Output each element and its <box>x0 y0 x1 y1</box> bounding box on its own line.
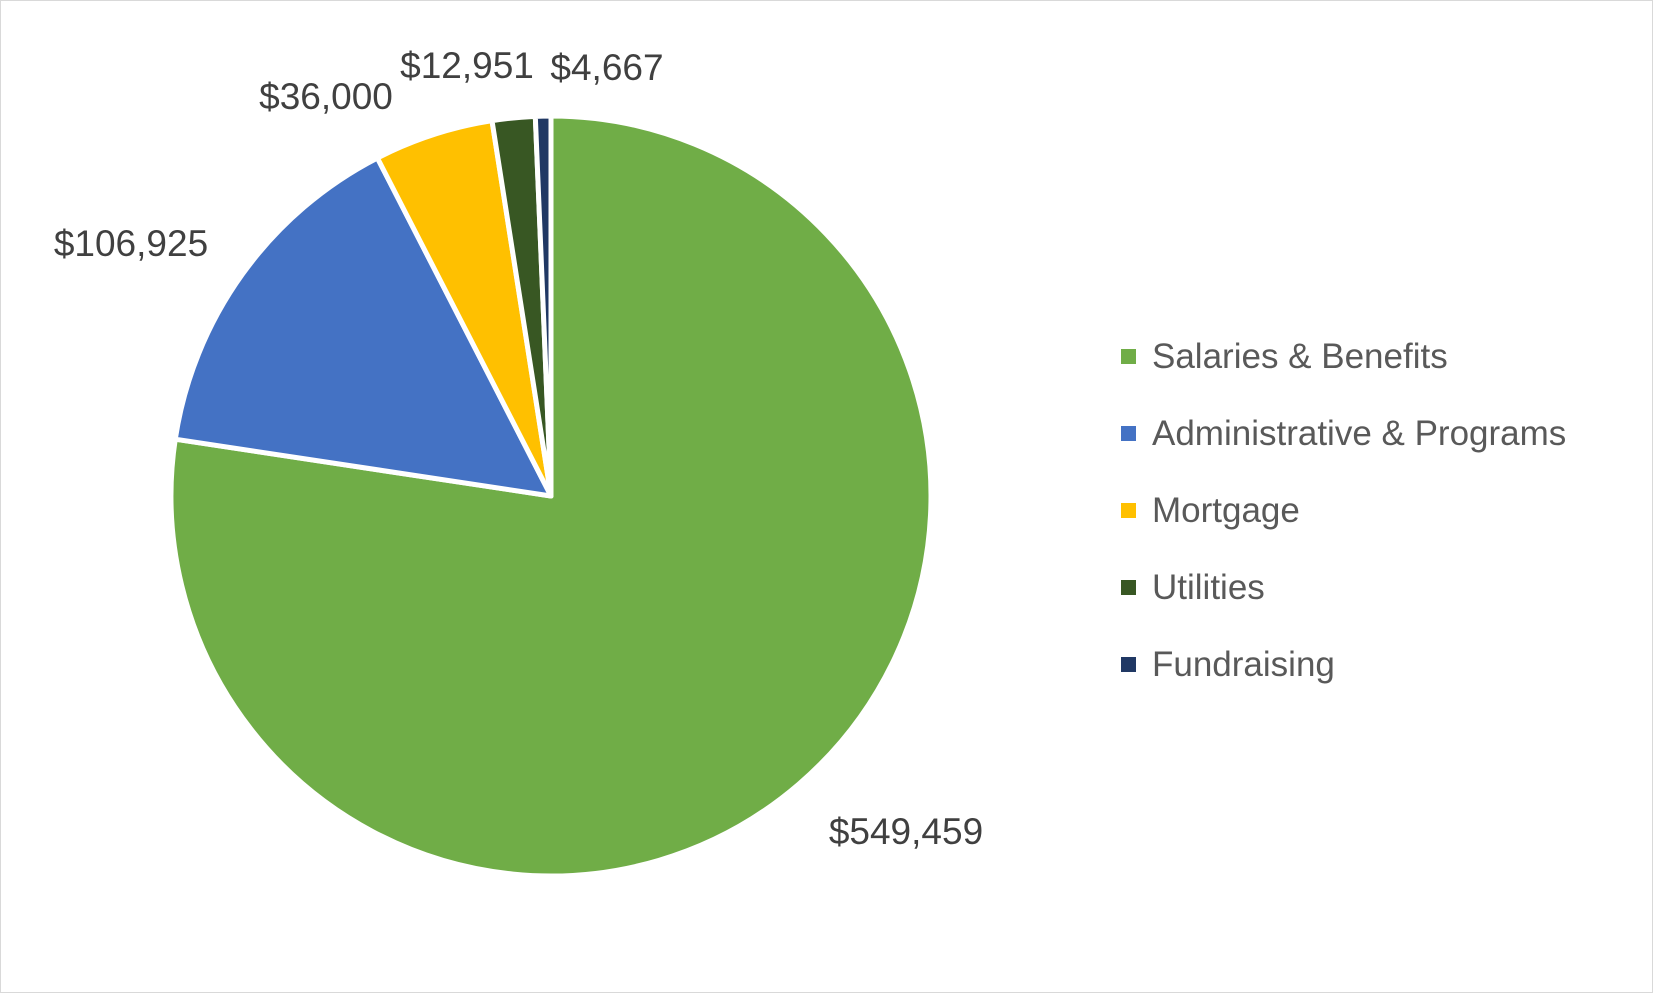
data-label-mortgage: $36,000 <box>259 76 393 117</box>
legend-swatch <box>1121 503 1136 518</box>
legend: Salaries & Benefits Administrative & Pro… <box>1121 318 1641 703</box>
data-label-fundraising: $4,667 <box>550 47 663 88</box>
legend-item-salaries-benefits: Salaries & Benefits <box>1121 318 1641 395</box>
pie-slice-administrative-programs <box>172 155 554 499</box>
legend-swatch <box>1121 580 1136 595</box>
legend-swatch <box>1121 349 1136 364</box>
pie-slice-fundraising <box>532 113 554 499</box>
legend-item-utilities: Utilities <box>1121 549 1641 626</box>
data-label-administrative-programs: $106,925 <box>54 223 208 264</box>
legend-label: Fundraising <box>1152 644 1335 684</box>
legend-label: Salaries & Benefits <box>1152 336 1448 376</box>
legend-label: Administrative & Programs <box>1152 413 1567 453</box>
legend-item-administrative-programs: Administrative & Programs <box>1121 395 1641 472</box>
legend-swatch <box>1121 657 1136 672</box>
legend-item-fundraising: Fundraising <box>1121 626 1641 703</box>
pie-slices <box>168 113 934 879</box>
legend-item-mortgage: Mortgage <box>1121 472 1641 549</box>
data-label-utilities: $12,951 <box>400 45 534 86</box>
legend-label: Utilities <box>1152 567 1265 607</box>
data-labels: $549,459 $106,925 $36,000$12,951 $4,667 <box>54 45 983 852</box>
data-label-salaries-benefits: $549,459 <box>829 811 983 852</box>
legend-swatch <box>1121 426 1136 441</box>
legend-label: Mortgage <box>1152 490 1300 530</box>
